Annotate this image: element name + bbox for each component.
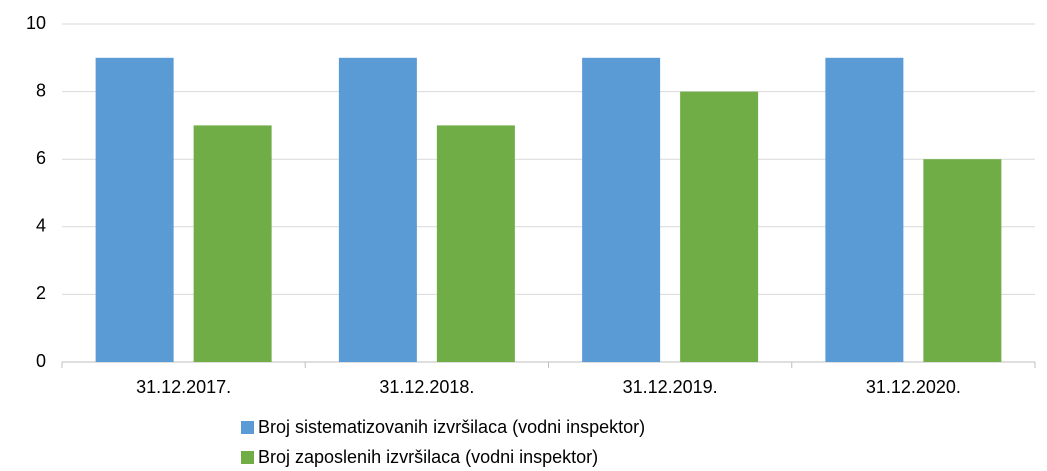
legend-swatch [241,421,254,434]
y-tick-label: 6 [36,148,46,168]
x-tick-label: 31.12.2020. [866,377,961,397]
bar [338,57,417,363]
bar [436,125,515,363]
x-tick-label: 31.12.2017. [136,377,231,397]
y-tick-label: 4 [36,216,46,236]
y-tick-label: 8 [36,80,46,100]
legend-label: Broj sistematizovanih izvršilaca (vodni … [258,417,645,437]
y-tick-label: 2 [36,283,46,303]
bar [582,57,661,363]
y-tick-label: 0 [36,351,46,371]
bar [825,57,904,363]
x-tick-label: 31.12.2019. [623,377,718,397]
x-tick-label: 31.12.2018. [379,377,474,397]
bar [680,91,759,362]
bar [95,57,174,363]
y-tick-label: 10 [26,13,46,33]
bar [923,159,1002,362]
legend-label: Broj zaposlenih izvršilaca (vodni inspek… [258,447,598,467]
legend-swatch [241,451,254,464]
bar [193,125,272,363]
